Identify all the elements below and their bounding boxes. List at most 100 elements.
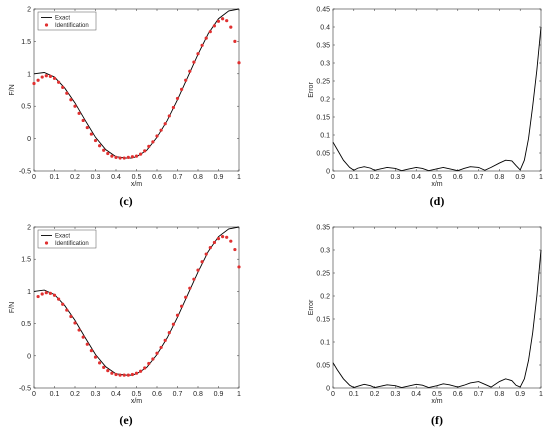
panel-c-data-point — [208, 30, 212, 34]
panel-e-legend-label: Exact — [55, 234, 70, 240]
panel-c-data-point — [118, 156, 122, 160]
panel-e-data-point — [155, 351, 159, 355]
panel-c-data-point — [204, 36, 208, 40]
panel-e-data-point — [163, 338, 167, 342]
panel-e-data-point — [147, 361, 151, 366]
panel-e-data-point — [126, 373, 130, 377]
panel-f-xtick-label: 0.7 — [474, 391, 484, 398]
panel-d-xtick-label: 0 — [331, 174, 335, 181]
panel-c-data-point — [225, 19, 229, 23]
panel-c-data-point — [134, 154, 139, 158]
panel-e-ytick-label: 2 — [27, 225, 31, 232]
panel-d-ytick-label: 0.25 — [316, 79, 330, 86]
panel-e-xtick-label: 0.7 — [173, 391, 183, 398]
panel-e-data-point — [40, 292, 44, 296]
panel-d-ytick-label: 0.1 — [320, 133, 330, 140]
panel-f-ytick-label: 0.35 — [316, 225, 330, 232]
panel-label-e: (e) — [119, 413, 132, 427]
panel-c-data-point — [102, 148, 106, 152]
panel-e-data-point — [48, 291, 53, 295]
panel-c-data-point — [126, 155, 130, 159]
panel-e-data-point — [237, 265, 241, 269]
panel-e-data-point — [102, 365, 106, 369]
panel-c-data-point — [48, 74, 53, 78]
panel-e-data-point — [93, 355, 98, 359]
panel-d-xtick-label: 0.7 — [474, 174, 484, 181]
panel-e-ytick-label: 1.5 — [21, 257, 31, 264]
panel-e-data-point — [44, 291, 48, 295]
panel-label-c: (c) — [119, 194, 132, 208]
panel-e-data-point — [221, 235, 225, 239]
panel-c-data-point — [188, 69, 192, 73]
panel-c-xtick-label: 0.8 — [193, 174, 203, 181]
panel-c-data-point — [171, 105, 175, 110]
panel-c-data-point — [237, 61, 241, 65]
panel-c-data-point — [184, 78, 188, 82]
panel-e-data-point — [134, 371, 139, 375]
panel-c-data-point — [106, 151, 110, 156]
panel-c-data-point — [57, 80, 61, 84]
panel-e-ytick-label: 0.5 — [21, 321, 31, 328]
panel-d-xtick-label: 1 — [539, 174, 543, 181]
panel-e-xtick-label: 0.6 — [152, 391, 162, 398]
panel-c-ytick-label: -0.5 — [19, 169, 31, 176]
panel-c-data-point — [216, 19, 221, 23]
panel-e-data-point — [192, 277, 196, 281]
panel-e-data-point — [204, 252, 208, 256]
panel-label-f: (f) — [431, 413, 443, 427]
panel-e-data-point — [208, 246, 212, 250]
panel-e-data-point — [61, 302, 65, 306]
panel-e-data-point — [200, 260, 204, 264]
panel-e-xtick-label: 1 — [237, 391, 241, 398]
panel-c-data-point — [114, 155, 118, 159]
panel-e-data-point — [65, 308, 69, 312]
panel-f-xtick-label: 0.2 — [370, 391, 380, 398]
panel-d-series-line — [332, 26, 542, 172]
panel-d-ytick-label: 0.05 — [316, 151, 330, 158]
panel-c-data-point — [229, 25, 233, 29]
panel-c-data-point — [122, 156, 126, 160]
panel-e-data-point — [225, 235, 229, 239]
panel-c-series-line-exact — [33, 8, 240, 159]
panel-c-xtick-label: 0.6 — [152, 174, 162, 181]
panel-e-xtick-label: 0.9 — [214, 391, 224, 398]
panel-c-data-point — [77, 111, 81, 115]
panel-e-data-point — [188, 286, 192, 290]
panel-c-xtick-label: 0.7 — [173, 174, 183, 181]
panel-c-ytick-label: 0 — [27, 136, 31, 143]
panel-e-xtick-label: 0.1 — [50, 391, 60, 398]
panel-c-data-point — [36, 78, 40, 82]
panel-e-data-point — [98, 361, 102, 365]
panel-c-data-point — [98, 144, 102, 148]
panel-e-data-point — [57, 297, 61, 301]
panel-e-data-point — [130, 372, 134, 377]
panel-f-xtick-label: 1 — [539, 391, 543, 398]
panel-f-x-axis-label: x/m — [431, 398, 442, 405]
panel-f-xtick-label: 0 — [331, 391, 335, 398]
panel-e-data-point — [180, 304, 184, 308]
panel-e-data-point — [159, 345, 163, 350]
panel-c-data-point — [155, 134, 159, 138]
panel-c-y-axis-label: F/N — [9, 84, 16, 95]
panel-c-data-point — [93, 138, 98, 143]
panel-e-legend-label: Identification — [55, 241, 89, 247]
panel-e-data-point — [229, 239, 233, 243]
panel-f-plot-area — [332, 226, 542, 389]
panel-c-xtick-label: 0.4 — [111, 174, 121, 181]
panel-e-data-point — [233, 247, 237, 252]
panel-d-ytick-label: 0.2 — [320, 97, 330, 104]
panel-c-legend-swatch-identification — [44, 23, 49, 27]
panel-c-xtick-label: 0.9 — [214, 174, 224, 181]
panel-e-ytick-label: 1 — [27, 289, 31, 296]
panel-c-data-point — [139, 152, 143, 156]
panel-c-data-point — [180, 87, 184, 91]
panel-d-x-axis-label: x/m — [431, 181, 442, 188]
panel-f-xtick-label: 0.6 — [453, 391, 463, 398]
panel-e-xtick-label: 0.2 — [70, 391, 80, 398]
panel-c-data-point — [52, 76, 57, 80]
panel-c-data-point — [85, 125, 89, 130]
panel-e-legend-box — [37, 229, 97, 249]
panel-d-xtick-label: 0.6 — [453, 174, 463, 181]
panel-e-data-point — [81, 335, 85, 339]
